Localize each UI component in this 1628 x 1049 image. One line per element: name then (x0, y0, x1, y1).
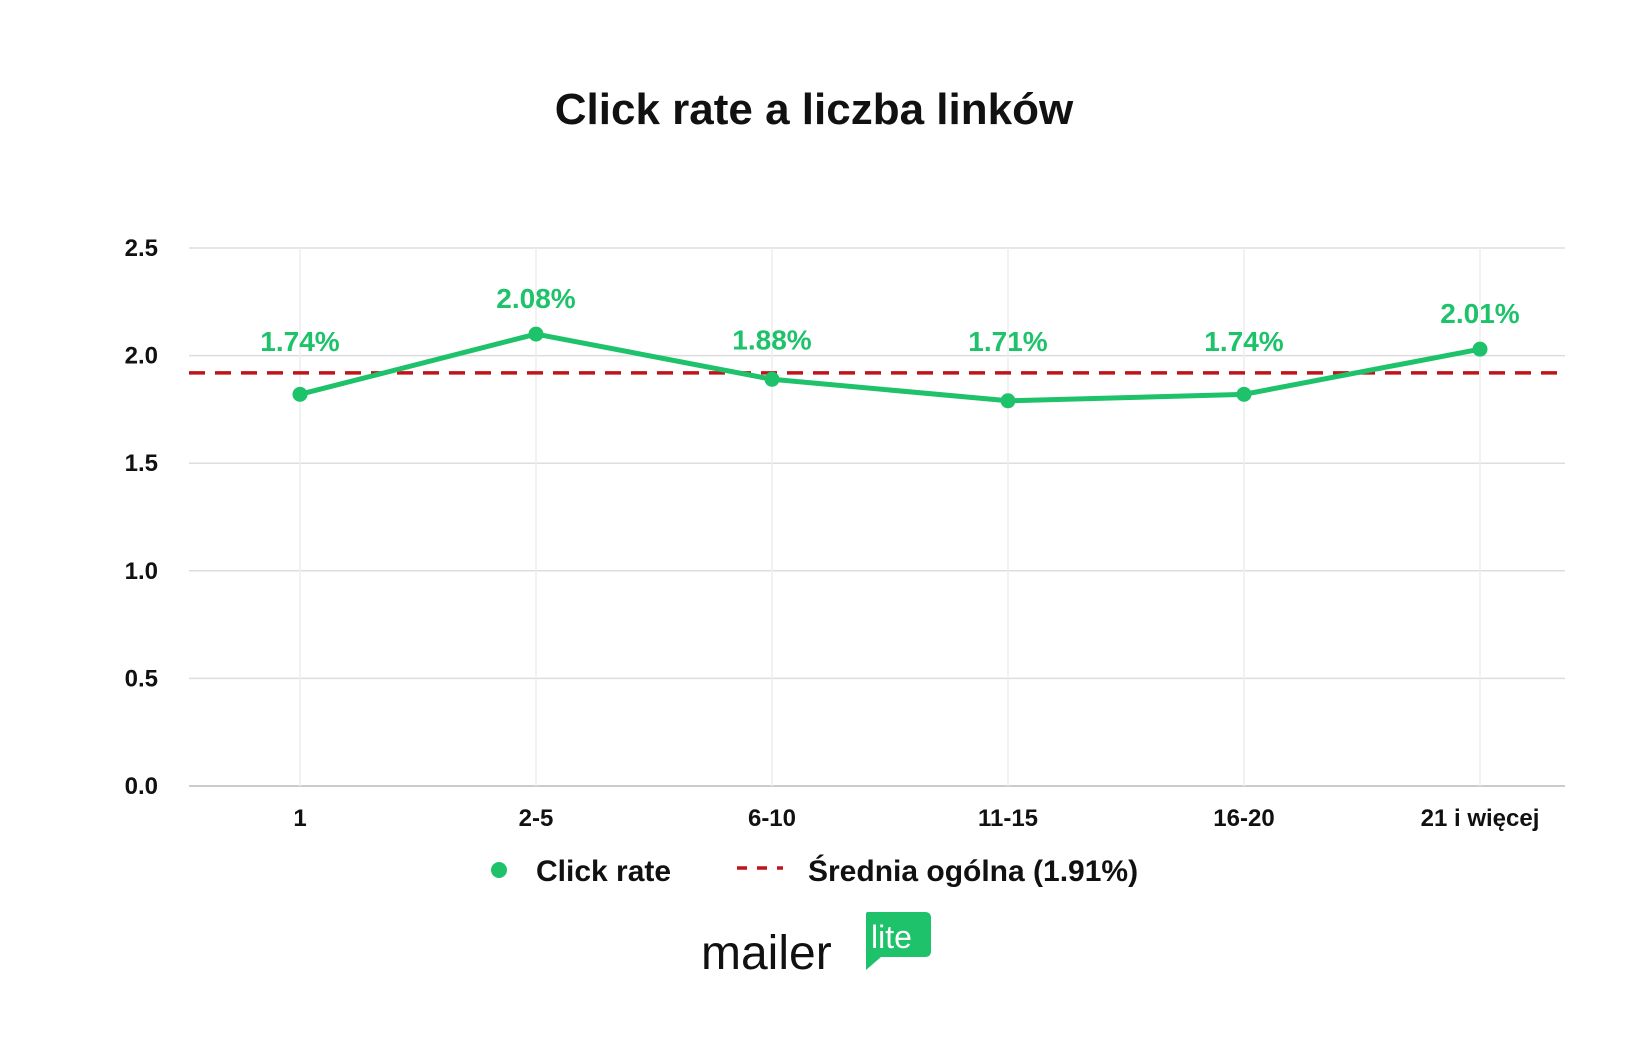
legend-item-average: Średnia ogólna (1.91%) (737, 854, 1138, 888)
data-label: 1.71% (968, 326, 1047, 357)
x-tick-label: 6-10 (748, 805, 796, 832)
logo-badge-text: lite (871, 919, 912, 955)
legend-marker-click-rate (491, 862, 507, 878)
series-line (297, 331, 1483, 404)
chart-title: Click rate a liczba linków (555, 85, 1074, 134)
legend-label-click-rate: Click rate (536, 855, 671, 888)
y-tick-label: 1.0 (125, 558, 158, 585)
mailerlite-logo: mailer lite (701, 912, 931, 980)
y-tick-label: 1.5 (125, 450, 158, 477)
x-tick-label: 2-5 (519, 805, 554, 832)
x-tick-label: 1 (293, 805, 306, 832)
logo-badge-shape (866, 912, 931, 970)
x-axis-ticks: 1 2-5 6-10 11-15 16-20 21 i więcej (293, 805, 1539, 832)
x-tick-label: 16-20 (1213, 805, 1274, 832)
data-label: 2.01% (1440, 298, 1519, 329)
grid (189, 247, 1565, 787)
series-click-rate: 1.74% 2.08% 1.88% 1.71% 1.74% 2.01% (260, 283, 1520, 409)
data-point (528, 326, 544, 342)
legend-item-click-rate: Click rate (491, 855, 671, 888)
y-tick-label: 0.5 (125, 665, 158, 692)
x-tick-label: 11-15 (978, 805, 1038, 832)
data-label: 1.74% (1204, 326, 1283, 357)
data-label: 2.08% (496, 283, 575, 314)
data-point (764, 371, 780, 387)
legend-label-average: Średnia ogólna (1.91%) (808, 854, 1138, 888)
data-point (1000, 393, 1016, 409)
data-point (292, 386, 308, 402)
y-tick-label: 2.0 (125, 343, 158, 370)
data-point (1236, 386, 1252, 402)
legend: Click rate Średnia ogólna (1.91%) (491, 854, 1138, 888)
data-label: 1.88% (732, 324, 811, 355)
y-tick-label: 0.0 (125, 773, 158, 800)
y-tick-label: 2.5 (125, 235, 158, 262)
y-axis-ticks: 0.0 0.5 1.0 1.5 2.0 2.5 (125, 235, 158, 800)
logo-word: mailer (701, 927, 832, 980)
data-label: 1.74% (260, 326, 339, 357)
x-tick-label: 21 i więcej (1421, 805, 1540, 832)
data-point (1472, 341, 1488, 357)
